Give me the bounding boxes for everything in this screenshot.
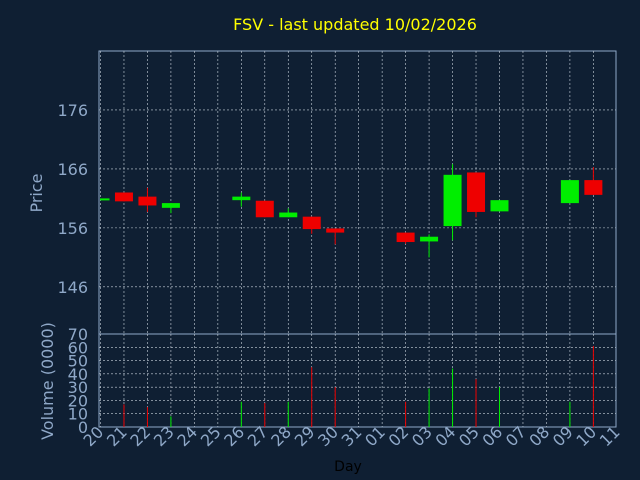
candle-body — [255, 200, 274, 218]
x-axis-label: Day — [334, 459, 362, 475]
candle-21 — [114, 192, 133, 202]
volume-y-tick-label: 30 — [68, 378, 88, 397]
volume-axis-label: Volume (0000) — [38, 322, 57, 440]
volume-plot-frame — [98, 333, 617, 428]
candle-27 — [255, 200, 274, 218]
candle-28 — [279, 208, 298, 218]
candle-body — [584, 180, 603, 195]
volume-y-tick-label: 20 — [68, 391, 88, 410]
volume-y-tick-label: 50 — [68, 352, 88, 371]
candle-26 — [232, 192, 251, 207]
volume-y-tick-label: 60 — [68, 338, 88, 357]
volume-y-tick-label: 40 — [68, 365, 88, 384]
candle-09 — [560, 180, 579, 204]
candle-03 — [420, 234, 439, 258]
price-y-tick-label: 146 — [57, 278, 88, 297]
price-y-tick-label: 166 — [57, 160, 88, 179]
candle-10 — [584, 167, 603, 195]
candle-22 — [138, 187, 157, 212]
price-y-tick-label: 156 — [57, 219, 88, 238]
candle-body — [560, 180, 579, 204]
candle-body — [100, 198, 110, 201]
candle-04 — [443, 164, 462, 241]
chart-title: FSV - last updated 10/02/2026 — [233, 15, 477, 34]
candle-06 — [490, 200, 509, 212]
price-y-tick-label: 176 — [57, 101, 88, 120]
candle-body — [443, 174, 462, 227]
price-panel: 146 156 166 176 Price — [27, 50, 617, 335]
candle-body — [302, 216, 321, 230]
candle-body — [114, 192, 133, 202]
x-tick-labels: 2021222324252627282930310102030405060708… — [79, 422, 623, 450]
candle-body — [232, 196, 251, 201]
volume-y-tick-label: 70 — [68, 325, 88, 344]
candle-body — [279, 212, 298, 218]
candle-body — [420, 236, 439, 242]
price-y-tick-labels: 146 156 166 176 — [57, 101, 88, 297]
candle-20 — [100, 198, 110, 201]
price-axis-label: Price — [27, 173, 46, 212]
candle-body — [467, 172, 486, 212]
candle-body — [161, 203, 180, 208]
volume-y-tick-label: 0 — [78, 418, 88, 437]
candle-body — [396, 232, 415, 243]
candle-body — [138, 196, 157, 206]
candle-body — [490, 200, 509, 212]
candle-02 — [396, 232, 415, 244]
candle-05 — [467, 172, 486, 218]
volume-bar-series — [123, 345, 594, 427]
candle-29 — [302, 216, 321, 234]
candle-30 — [326, 228, 345, 245]
volume-y-tick-label: 10 — [68, 405, 88, 424]
candle-body — [326, 228, 345, 233]
candlestick-series — [100, 164, 603, 258]
candle-23 — [161, 203, 180, 214]
